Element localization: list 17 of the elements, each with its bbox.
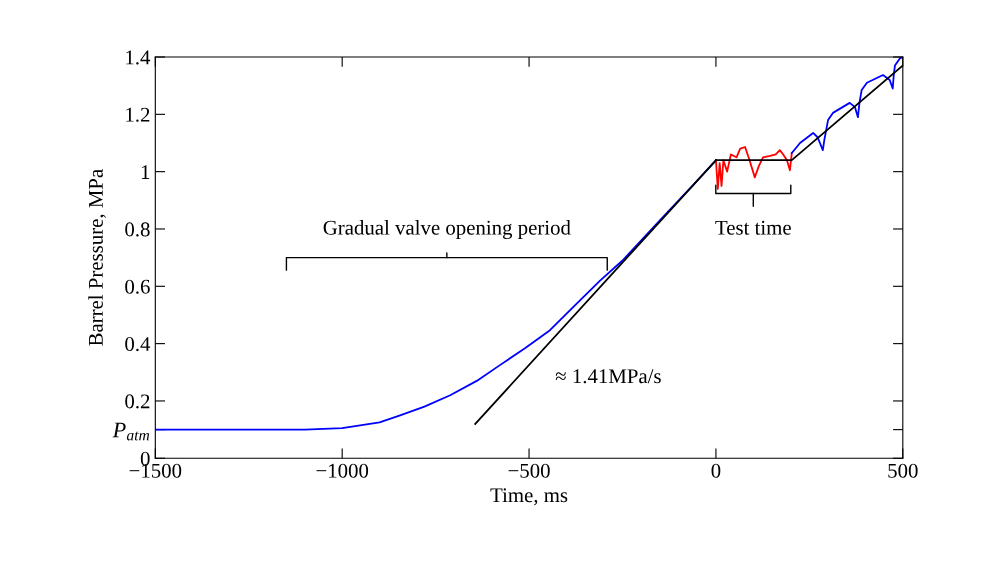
x-tick-label: 0 <box>711 463 721 478</box>
x-tick-label: −500 <box>508 463 550 478</box>
y-tick-label: 0.8 <box>125 222 150 237</box>
y-tick-label: 0.4 <box>125 337 151 352</box>
x-tick-label: −1000 <box>316 463 369 478</box>
y-axis-title: Barrel Pressure, MPa <box>88 169 106 346</box>
annotation: Test time <box>715 220 791 235</box>
annotation: ≈ 1.41MPa/s <box>555 369 661 384</box>
y-tick-label: 1.4 <box>126 50 151 65</box>
x-tick-label: 500 <box>888 463 918 478</box>
y-tick-label: 0.2 <box>125 394 150 409</box>
annotation: Gradual valve opening period <box>323 220 571 240</box>
y-tick-label: 1 <box>141 165 150 179</box>
y-tick-label: P$_{atm}$ <box>112 422 150 441</box>
y-tick-label: 0.6 <box>125 279 150 294</box>
x-axis-title: Time, ms <box>490 488 568 506</box>
y-tick-label: 1.2 <box>126 107 150 122</box>
